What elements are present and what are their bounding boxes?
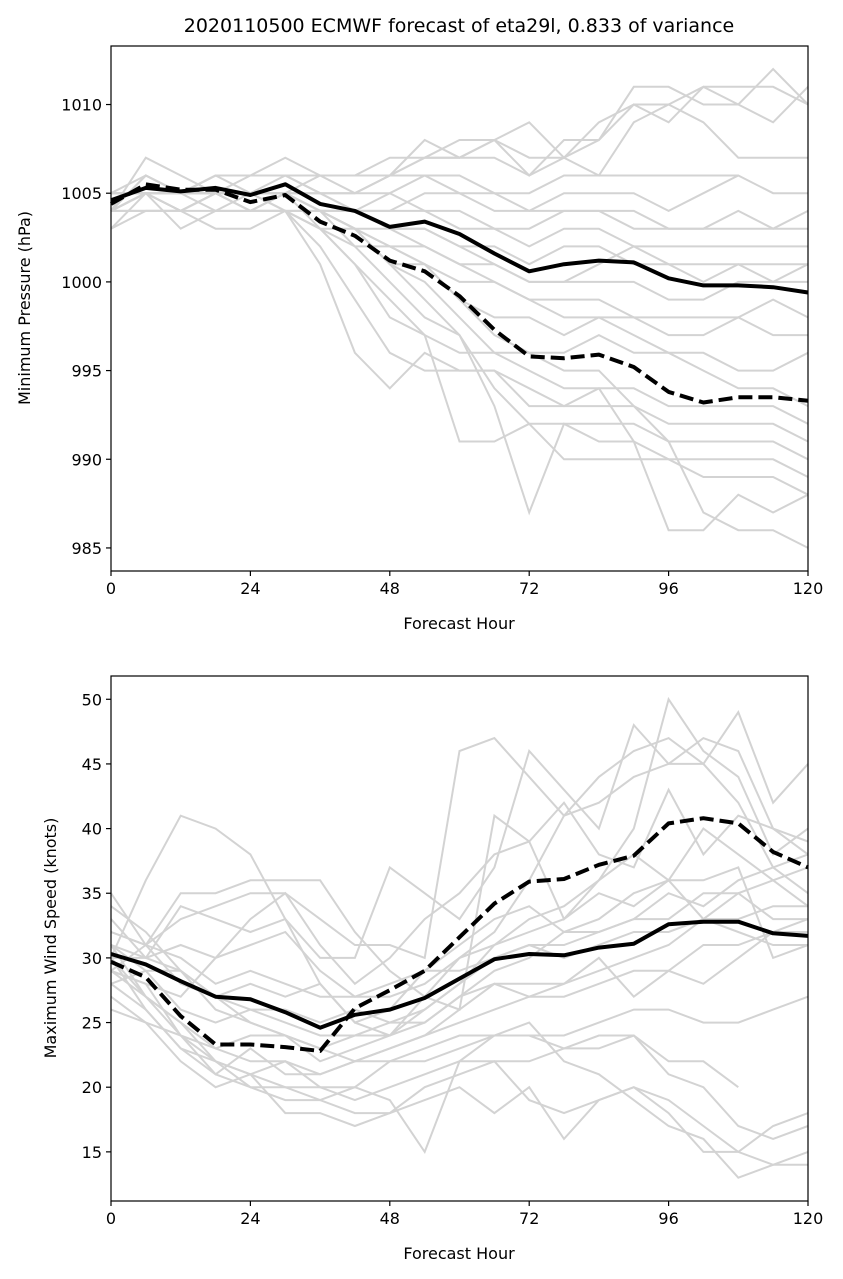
wind-member-line-3	[110, 723, 809, 960]
pressure-member-line-8	[110, 191, 808, 248]
wind-y-tick-label: 20	[82, 1078, 102, 1097]
chart-title: 2020110500 ECMWF forecast of eta29l, 0.8…	[184, 15, 734, 37]
pressure-x-tick-label: 96	[658, 579, 678, 598]
pressure-member-line-13	[111, 192, 809, 372]
pressure-y-tick-label: 1005	[61, 184, 102, 203]
pressure-reconstruction-line	[110, 182, 809, 405]
pressure-x-tick-label: 48	[380, 579, 400, 598]
wind-x-tick-label: 72	[519, 1209, 539, 1228]
pressure-y-tick-label: 995	[71, 362, 102, 381]
wind-member-line-5	[110, 827, 809, 998]
wind-y-axis-ticks: 15 20 25 30 35 40 45 50	[82, 690, 111, 1162]
wind-member-line-9	[110, 931, 808, 1076]
wind-y-tick-label: 30	[82, 949, 102, 968]
pressure-x-tick-label: 24	[240, 579, 260, 598]
wind-reconstruction-line	[110, 816, 809, 1053]
pressure-y-tick-label: 1000	[61, 273, 102, 292]
wind-member-line-18	[110, 866, 809, 1063]
wind-member-line-15	[110, 995, 809, 1140]
wind-x-tick-label: 96	[658, 1209, 678, 1228]
wind-y-tick-label: 50	[82, 690, 102, 709]
wind-member-line-13	[110, 969, 809, 1179]
pressure-x-tick-label: 72	[519, 579, 539, 598]
wind-x-axis-ticks: 0 24 48 72 96 120	[106, 1201, 823, 1228]
pressure-series	[110, 182, 809, 405]
wind-y-axis-label: Maximum Wind Speed (knots)	[41, 818, 60, 1059]
wind-member-line-19	[110, 892, 809, 1063]
wind-x-tick-label: 120	[793, 1209, 824, 1228]
pressure-ensemble-mean-line	[110, 182, 809, 295]
wind-member-line-14	[110, 982, 809, 1153]
pressure-y-tick-label: 985	[71, 539, 102, 558]
wind-x-tick-label: 0	[106, 1209, 116, 1228]
wind-member-line-4	[110, 787, 809, 986]
wind-member-line-6	[110, 879, 808, 1024]
pressure-panel: 2020110500 ECMWF forecast of eta29l, 0.8…	[15, 15, 823, 633]
pressure-y-axis-label: Minimum Pressure (hPa)	[15, 211, 34, 405]
pressure-y-tick-label: 1010	[61, 96, 102, 115]
pressure-plot-frame	[110, 45, 809, 572]
wind-ensemble-mean-line	[110, 919, 809, 1030]
wind-x-tick-label: 48	[380, 1209, 400, 1228]
pressure-y-axis-ticks: 985 990 995 1000 1005 1010	[61, 96, 111, 558]
pressure-x-axis-label: Forecast Hour	[403, 614, 515, 633]
wind-series	[110, 816, 809, 1053]
wind-x-axis-label: Forecast Hour	[403, 1244, 515, 1263]
wind-plot-frame	[110, 675, 809, 1202]
wind-member-line-17	[111, 853, 809, 1037]
pressure-y-tick-label: 990	[71, 450, 102, 469]
pressure-x-tick-label: 0	[106, 579, 116, 598]
wind-y-tick-label: 25	[82, 1014, 102, 1033]
pressure-x-axis-ticks: 0 24 48 72 96 120	[106, 571, 823, 598]
wind-y-tick-label: 35	[82, 884, 102, 903]
wind-member-line-2	[110, 736, 809, 972]
wind-y-tick-label: 15	[82, 1143, 102, 1162]
wind-y-tick-label: 45	[82, 755, 102, 774]
wind-x-tick-label: 24	[240, 1209, 260, 1228]
pressure-member-line-16	[111, 192, 809, 461]
wind-y-tick-label: 40	[82, 820, 102, 839]
wind-panel: 0 24 48 72 96 120 15 20 25 30 35 40 45 50 Forecast H…	[41, 675, 823, 1263]
pressure-x-tick-label: 120	[793, 579, 824, 598]
